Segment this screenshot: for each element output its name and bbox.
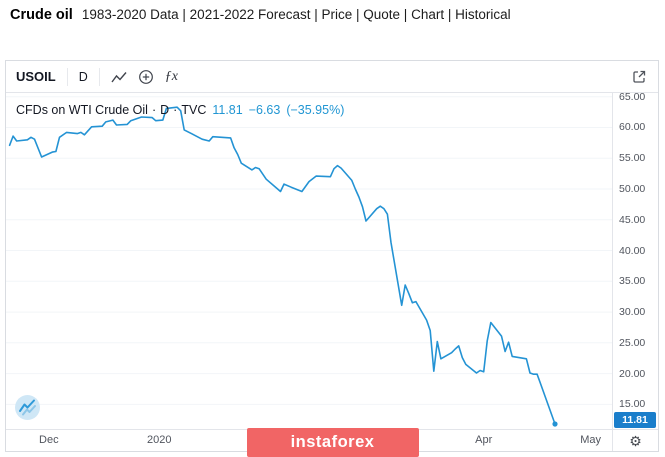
price-axis-label: 15.00 [619, 398, 646, 411]
settings-gear-icon[interactable]: ⚙ [629, 432, 642, 449]
legend-last-price: 11.81 [212, 103, 243, 117]
toolbar-separator [98, 67, 100, 86]
tradingview-logo[interactable] [14, 394, 41, 421]
page-title: Crude oil [10, 7, 73, 23]
symbol-label[interactable]: USOIL [16, 69, 56, 84]
price-axis-label: 40.00 [619, 244, 646, 257]
legend-separator: · [151, 103, 157, 117]
interval-button[interactable]: D [78, 69, 88, 84]
legend-exchange: TVC [181, 103, 207, 117]
chart-style-icon[interactable] [111, 70, 127, 84]
price-axis-label: 55.00 [619, 152, 646, 165]
open-external-icon[interactable] [630, 68, 648, 86]
price-axis-label: 30.00 [619, 306, 646, 319]
price-axis-label: 20.00 [619, 367, 646, 380]
watermark-text: instaforex [290, 433, 375, 451]
legend-separator: · [173, 103, 178, 117]
legend-interval: D [160, 103, 170, 117]
time-axis-label: Apr [475, 434, 493, 446]
toolbar-separator [66, 67, 68, 86]
price-axis-label: 60.00 [619, 121, 646, 134]
price-chart [6, 96, 612, 427]
gridlines [6, 96, 612, 405]
price-axis-label: 35.00 [619, 275, 646, 288]
chart-widget: USOIL D ƒx CFDs on WTI Crude Oil · D · TVC 11… [5, 60, 659, 452]
last-price-dot [552, 421, 558, 427]
last-price-badge: 11.81 [614, 412, 656, 428]
instaforex-watermark: instaforex [246, 428, 419, 457]
time-axis-label: May [580, 434, 601, 446]
price-line [8, 106, 556, 425]
indicators-fx-icon[interactable]: ƒx [164, 68, 178, 84]
legend-change: −6.63 [248, 103, 281, 117]
price-axis-label: 50.00 [619, 183, 646, 195]
price-axis-label: 65.00 [619, 90, 646, 103]
price-axis[interactable]: 11.81 65.00 60.00 55.00 50.00 45.00 40.00 35.0… [612, 90, 658, 429]
page-subtitle: 1983-2020 Data | 2021-2022 Forecast | Pr… [81, 7, 511, 22]
chart-toolbar: USOIL D ƒx [6, 61, 658, 93]
price-axis-label: 25.00 [619, 336, 646, 349]
time-axis-label: Dec [39, 434, 59, 446]
legend-series-title: CFDs on WTI Crude Oil [16, 103, 148, 117]
legend-change-percent: (−35.95%) [286, 103, 345, 117]
time-axis-label: 2020 [147, 434, 172, 446]
price-axis-label: 45.00 [619, 213, 646, 226]
axis-corner: ⚙ [612, 429, 658, 451]
plot-area[interactable]: CFDs on WTI Crude Oil · D · TVC 11.81 −6.63 (−3… [6, 93, 612, 429]
page-header: Crude oil 1983-2020 Data | 2021-2022 Fore… [0, 0, 665, 30]
compare-add-icon[interactable] [138, 69, 154, 85]
chart-legend: CFDs on WTI Crude Oil · D · TVC 11.81 −6.63 (−3… [16, 103, 344, 117]
